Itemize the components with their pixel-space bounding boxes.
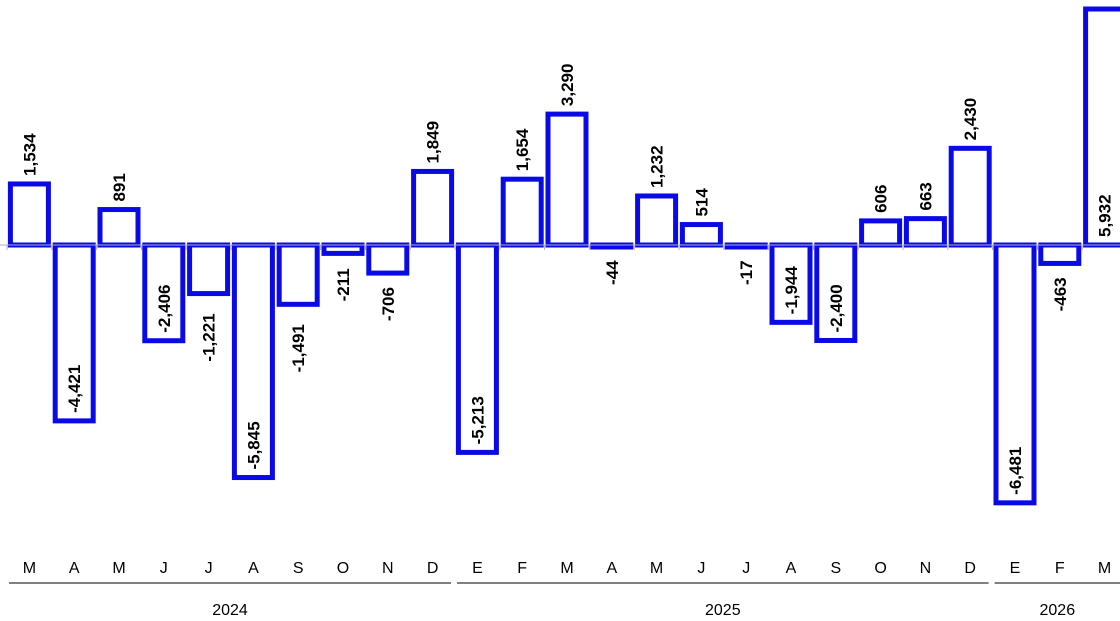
data-label: 891 [110, 173, 129, 201]
month-tick-label: D [427, 560, 439, 577]
bar [635, 193, 679, 248]
axis-ticks [6, 245, 1083, 250]
data-label: 606 [872, 185, 891, 213]
bar [1038, 242, 1082, 266]
bar [366, 242, 410, 276]
bars-group [7, 6, 1120, 506]
bar [500, 176, 544, 248]
month-tick-label: J [697, 560, 705, 577]
year-label: 2025 [705, 602, 741, 619]
bar [903, 216, 947, 248]
data-label: -1,221 [200, 313, 219, 361]
data-label: 1,534 [20, 133, 39, 176]
data-label: -17 [737, 260, 756, 285]
month-tick-label: A [248, 560, 259, 577]
data-label: -5,213 [468, 396, 487, 444]
bar [97, 207, 141, 248]
month-tick-label: M [112, 560, 125, 577]
data-label: 1,654 [513, 128, 532, 171]
data-label: -44 [603, 260, 622, 285]
bar [679, 222, 723, 248]
year-label: 2026 [1040, 602, 1076, 619]
month-tick-label: S [830, 560, 841, 577]
month-tick-label: A [69, 560, 80, 577]
month-tick-label: M [650, 560, 663, 577]
bar [187, 242, 231, 297]
data-label: 3,290 [558, 64, 577, 107]
month-tick-label: J [160, 560, 168, 577]
month-tick-label: O [337, 560, 349, 577]
value-labels: 1,534 -4,421 891 -2,406 -1,221 -5,845 -1,491 -2… [20, 64, 1114, 495]
data-label: -1,944 [782, 266, 801, 315]
bar [321, 242, 365, 256]
data-label: -2,400 [827, 284, 846, 332]
year-label: 2024 [212, 602, 248, 619]
data-label: 1,232 [648, 145, 667, 188]
bar [276, 242, 320, 307]
month-tick-label: E [1010, 560, 1021, 577]
bar [231, 242, 275, 481]
data-label: 1,849 [424, 121, 443, 164]
month-tick-label: A [786, 560, 797, 577]
month-tick-label: M [560, 560, 573, 577]
month-tick-label: J [742, 560, 750, 577]
bar [142, 242, 186, 344]
data-label: 663 [916, 182, 935, 210]
month-tick-label: O [874, 560, 886, 577]
data-label: -5,845 [244, 421, 263, 469]
data-label: 514 [692, 188, 711, 217]
data-label: -4,421 [65, 365, 84, 413]
data-label: -1,491 [289, 324, 308, 372]
bar [7, 181, 51, 248]
month-tick-label: F [1055, 560, 1065, 577]
month-tick-label: M [23, 560, 36, 577]
month-tick-label: A [606, 560, 617, 577]
bar [545, 111, 589, 248]
data-label: -2,406 [155, 285, 174, 333]
month-tick-label: S [293, 560, 304, 577]
month-tick-label: N [920, 560, 932, 577]
data-label: 2,430 [961, 98, 980, 141]
data-label: -6,481 [1006, 447, 1025, 495]
bar [859, 218, 903, 248]
data-label: 5,932 [1096, 194, 1115, 237]
data-label: -463 [1051, 277, 1070, 311]
data-label: -706 [379, 287, 398, 321]
bar [1083, 6, 1120, 248]
month-tick-label: D [964, 560, 976, 577]
bar [411, 168, 455, 248]
bar [52, 242, 96, 424]
month-tick-label: N [382, 560, 394, 577]
year-groups: 2024 2025 2026 [9, 582, 1120, 619]
month-tick-label: F [517, 560, 527, 577]
bar [948, 145, 992, 248]
month-tick-label: E [472, 560, 483, 577]
month-tick-label: J [205, 560, 213, 577]
data-label: -211 [334, 268, 353, 301]
month-tick-label: M [1098, 560, 1111, 577]
